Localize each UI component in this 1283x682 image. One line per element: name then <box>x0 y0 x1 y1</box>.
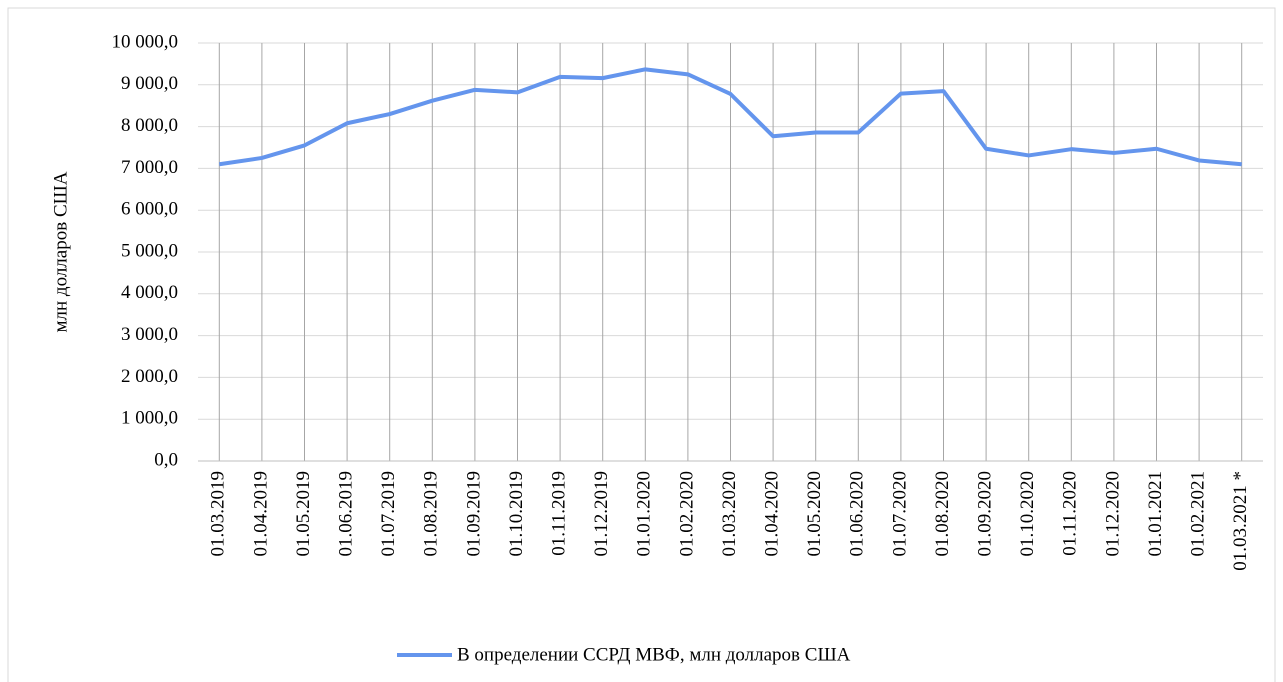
x-tick-label: 01.03.2020 <box>719 471 740 557</box>
x-tick-label: 01.08.2020 <box>932 471 953 557</box>
y-tick-label: 10 000,0 <box>112 31 179 52</box>
y-tick-label: 3 000,0 <box>121 324 178 345</box>
x-tick-label: 01.02.2021 <box>1187 471 1208 557</box>
x-tick-label: 01.03.2019 <box>208 471 229 557</box>
x-tick-label: 01.04.2020 <box>761 471 782 557</box>
y-tick-label: 4 000,0 <box>121 282 178 303</box>
x-tick-label: 01.10.2019 <box>506 471 527 557</box>
x-tick-label: 01.11.2019 <box>548 471 569 556</box>
y-tick-label: 2 000,0 <box>121 366 178 387</box>
x-tick-label: 01.09.2020 <box>974 471 995 557</box>
y-axis-label: млн долларов США <box>50 171 71 332</box>
line-series <box>219 67 1242 167</box>
x-tick-label: 01.05.2019 <box>293 471 314 557</box>
x-tick-label: 01.08.2019 <box>421 471 442 557</box>
x-tick-label: 01.01.2021 <box>1145 471 1166 557</box>
x-tick-label: 01.04.2019 <box>250 471 271 557</box>
x-tick-label: 01.09.2019 <box>463 471 484 557</box>
y-tick-label: 0,0 <box>154 449 178 470</box>
y-tick-label: 5 000,0 <box>121 240 178 261</box>
x-tick-label: 01.10.2020 <box>1017 471 1038 557</box>
x-tick-label: 01.12.2019 <box>591 471 612 557</box>
x-tick-label: 01.11.2020 <box>1060 471 1081 556</box>
y-tick-label: 7 000,0 <box>121 157 178 178</box>
x-tick-label: 01.01.2020 <box>634 471 655 557</box>
y-tick-label: 1 000,0 <box>121 408 178 429</box>
y-tick-label: 8 000,0 <box>121 115 178 136</box>
x-tick-label: 01.06.2020 <box>847 471 868 557</box>
x-tick-label: 01.07.2020 <box>889 471 910 557</box>
x-tick-label: 01.05.2020 <box>804 471 825 557</box>
x-tick-label: 01.07.2019 <box>378 471 399 557</box>
y-tick-label: 6 000,0 <box>121 199 178 220</box>
legend-label: В определении ССРД МВФ, млн долларов США <box>457 644 851 665</box>
x-tick-label: 01.02.2020 <box>676 471 697 557</box>
x-tick-label: 01.12.2020 <box>1102 471 1123 557</box>
x-tick-label: 01.06.2019 <box>335 471 356 557</box>
chart-frame <box>7 7 1276 682</box>
y-tick-label: 9 000,0 <box>121 73 178 94</box>
x-tick-label: 01.03.2021 * <box>1230 471 1251 571</box>
